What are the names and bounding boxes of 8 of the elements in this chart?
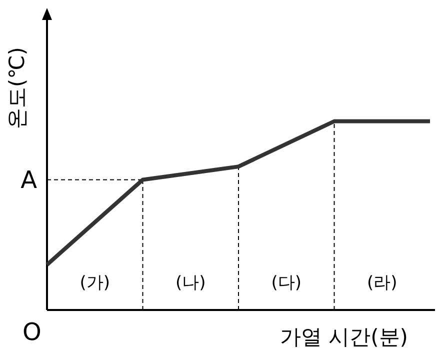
y-axis-title: 온도(℃): [5, 47, 29, 129]
text: O: [22, 318, 42, 346]
annotation: (나): [175, 273, 206, 293]
annotation: (다): [271, 273, 302, 293]
ref-line-label: A: [20, 166, 38, 194]
annotation: (라): [366, 273, 398, 293]
x-axis-title: 가열 시간(분): [280, 325, 408, 349]
annotation: (가): [80, 273, 110, 293]
